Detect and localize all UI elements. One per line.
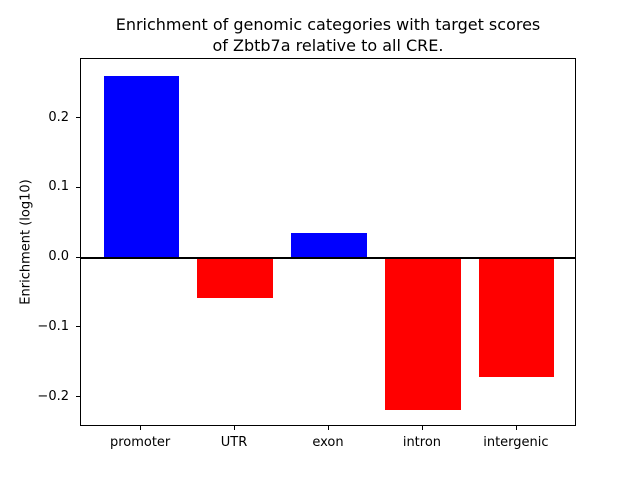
bar-intron [385, 257, 461, 411]
y-tick-mark-0.1 [76, 186, 80, 188]
y-tick-label-−0.2: −0.2 [37, 388, 69, 404]
x-tick-mark-UTR [234, 426, 236, 430]
y-tick-mark-−0.2 [76, 396, 80, 398]
y-tick-mark-−0.1 [76, 326, 80, 328]
y-tick-mark-0.0 [76, 256, 80, 258]
bar-UTR [197, 257, 273, 299]
bar-intergenic [479, 257, 555, 377]
y-tick-label-0.0: 0.0 [48, 249, 69, 265]
x-tick-label-promoter: promoter [109, 435, 171, 450]
x-tick-label-exon: exon [312, 435, 344, 450]
y-axis-label: Enrichment (log10) [18, 179, 34, 305]
x-tick-label-intron: intron [402, 435, 442, 450]
chart-title: Enrichment of genomic categories with ta… [80, 14, 576, 56]
y-tick-label-−0.1: −0.1 [37, 318, 69, 334]
plot-area [80, 58, 576, 426]
y-tick-mark-0.2 [76, 117, 80, 119]
zero-line [81, 256, 575, 259]
x-tick-label-intergenic: intergenic [483, 435, 549, 450]
x-tick-mark-promoter [140, 426, 142, 430]
x-tick-label-UTR: UTR [220, 435, 248, 450]
chart-title-line2: of Zbtb7a relative to all CRE. [212, 36, 444, 55]
x-tick-mark-intron [421, 426, 423, 430]
x-tick-mark-intergenic [515, 426, 517, 430]
y-tick-label-0.2: 0.2 [48, 109, 69, 125]
bar-exon [291, 232, 367, 258]
chart-title-line1: Enrichment of genomic categories with ta… [115, 15, 541, 34]
y-tick-label-0.1: 0.1 [48, 179, 69, 195]
bar-promoter [103, 75, 179, 258]
x-tick-mark-exon [328, 426, 329, 430]
